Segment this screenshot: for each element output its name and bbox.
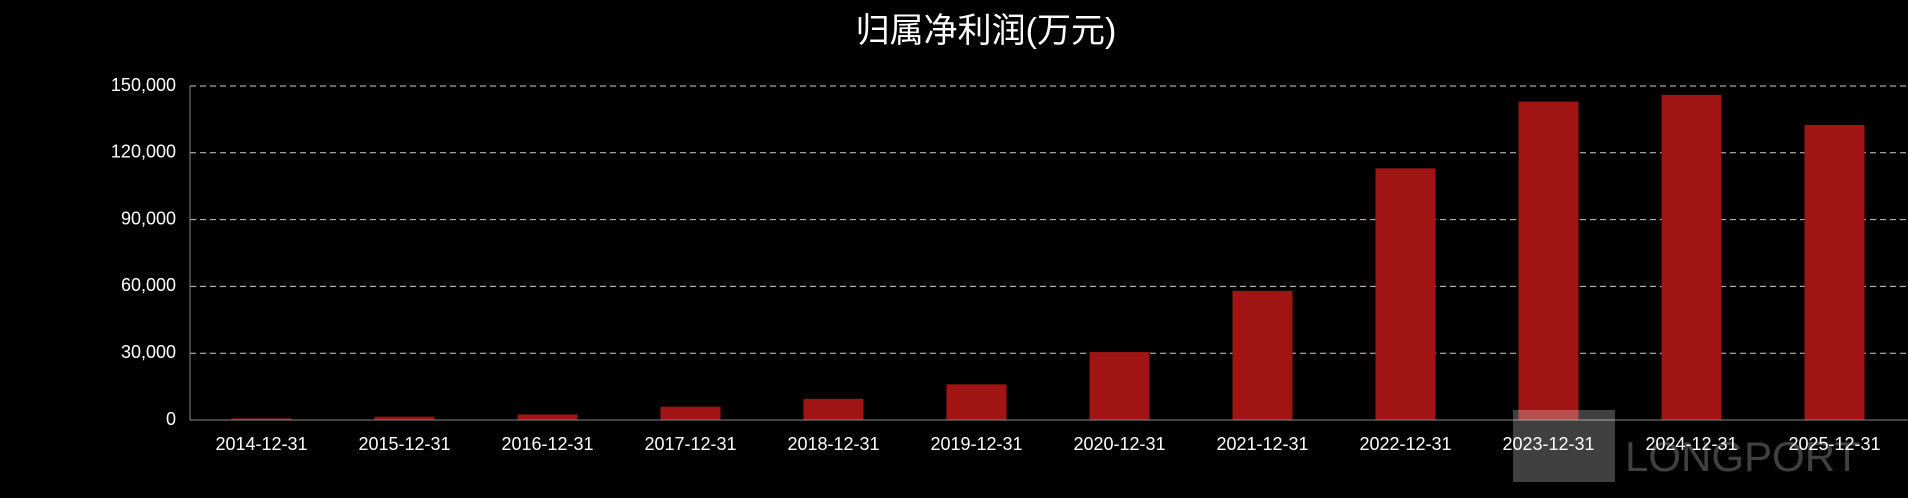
x-tick-label: 2025-12-31: [1788, 434, 1880, 454]
y-tick-label: 0: [166, 409, 176, 429]
bar: [1804, 124, 1865, 420]
x-tick-label: 2022-12-31: [1359, 434, 1451, 454]
bar: [517, 414, 578, 420]
x-tick-label: 2023-12-31: [1502, 434, 1594, 454]
bar: [1518, 101, 1579, 420]
x-tick-label: 2020-12-31: [1073, 434, 1165, 454]
watermark-logo: [1513, 410, 1615, 482]
watermark: LONGPORT: [1625, 433, 1860, 480]
chart-title: 归属净利润(万元): [856, 12, 1117, 50]
bar: [231, 418, 292, 420]
y-tick-label: 90,000: [121, 208, 176, 228]
bar: [1661, 94, 1722, 420]
x-tick-label: 2017-12-31: [644, 434, 736, 454]
x-tick-label: 2024-12-31: [1645, 434, 1737, 454]
bar: [374, 416, 435, 420]
x-tick-label: 2019-12-31: [930, 434, 1022, 454]
x-tick-label: 2021-12-31: [1216, 434, 1308, 454]
y-tick-label: 120,000: [111, 142, 176, 162]
x-tick-label: 2015-12-31: [358, 434, 450, 454]
bar: [1232, 290, 1293, 420]
bar: [660, 406, 721, 420]
bar: [1375, 168, 1436, 420]
bar: [803, 398, 864, 420]
x-tick-label: 2018-12-31: [787, 434, 879, 454]
bar: [946, 384, 1007, 420]
y-tick-label: 150,000: [111, 75, 176, 95]
x-tick-label: 2016-12-31: [501, 434, 593, 454]
y-tick-label: 30,000: [121, 342, 176, 362]
x-tick-label: 2014-12-31: [215, 434, 307, 454]
bar: [1089, 352, 1150, 420]
y-tick-label: 60,000: [121, 275, 176, 295]
